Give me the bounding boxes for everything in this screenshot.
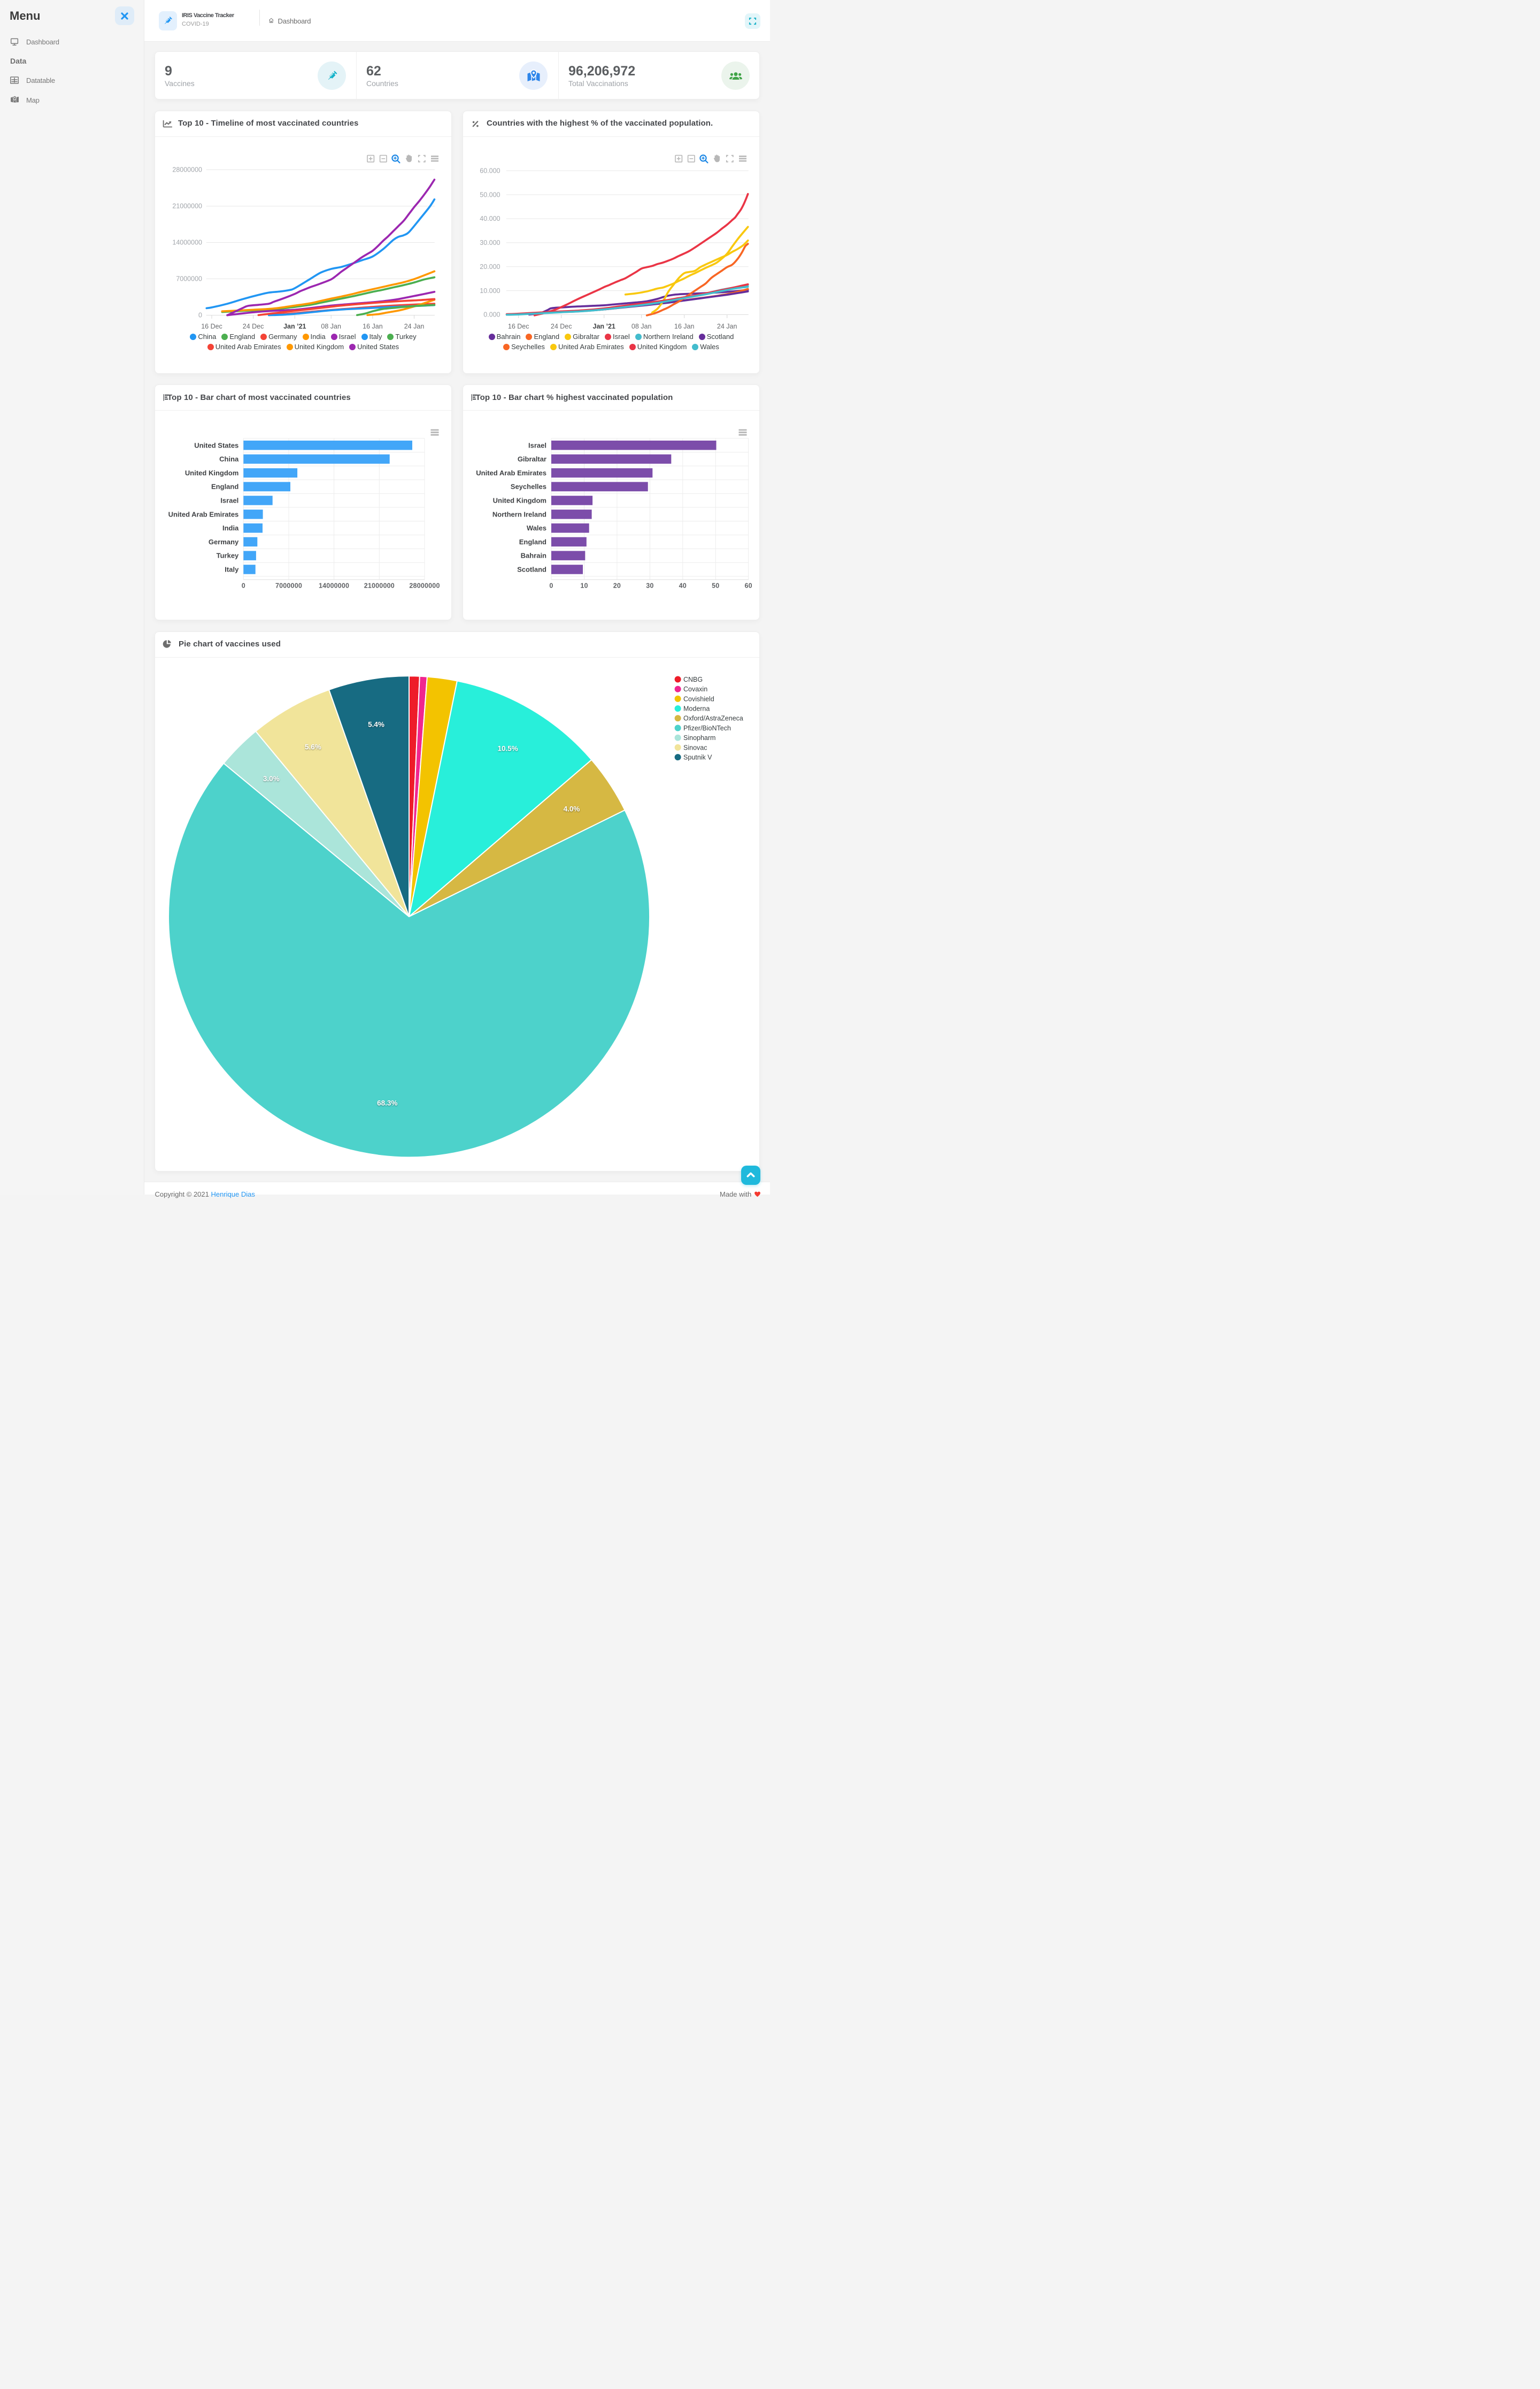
svg-text:28000000: 28000000 [409,582,440,590]
svg-text:Sinopharm: Sinopharm [683,734,715,742]
svg-text:0: 0 [549,582,553,590]
svg-text:24 Dec: 24 Dec [551,323,572,330]
svg-text:Pfizer/BioNTech: Pfizer/BioNTech [683,725,731,732]
svg-text:28000000: 28000000 [172,166,202,174]
svg-text:India: India [222,524,239,532]
svg-text:08 Jan: 08 Jan [632,323,652,330]
svg-text:United Arab Emirates: United Arab Emirates [168,510,239,518]
svg-text:United Kingdom: United Kingdom [185,469,238,477]
svg-text:Jan ’21: Jan ’21 [593,323,615,330]
svg-text:40.000: 40.000 [480,215,500,222]
svg-text:16 Jan: 16 Jan [674,323,695,330]
svg-text:20.000: 20.000 [480,263,500,271]
svg-text:14000000: 14000000 [319,582,349,590]
svg-text:60: 60 [745,582,752,590]
svg-text:Bahrain: Bahrain [521,552,546,560]
svg-text:0: 0 [198,312,202,319]
svg-text:50: 50 [712,582,719,590]
svg-text:United Arab Emirates: United Arab Emirates [476,469,546,477]
svg-text:Moderna: Moderna [683,705,710,713]
svg-text:40: 40 [679,582,687,590]
svg-text:4.0%: 4.0% [564,805,580,813]
svg-text:China: China [219,455,239,463]
svg-text:68.3%: 68.3% [377,1099,397,1107]
svg-text:0.000: 0.000 [483,311,500,319]
svg-text:CNBG: CNBG [683,676,703,683]
svg-text:08 Jan: 08 Jan [321,323,341,330]
svg-text:5.4%: 5.4% [368,721,384,729]
svg-text:England: England [519,538,546,546]
svg-text:3.0%: 3.0% [263,775,280,783]
svg-text:7000000: 7000000 [176,275,202,283]
svg-text:21000000: 21000000 [172,203,202,210]
svg-text:Seychelles: Seychelles [511,483,546,491]
svg-text:Covishield: Covishield [683,695,714,703]
svg-text:Jan ’21: Jan ’21 [283,323,306,330]
svg-text:10: 10 [580,582,588,590]
svg-text:10.5%: 10.5% [497,745,518,753]
svg-text:Covaxin: Covaxin [683,685,707,693]
svg-text:Sinovac: Sinovac [683,744,707,751]
svg-text:20: 20 [613,582,621,590]
svg-text:16 Dec: 16 Dec [201,323,222,330]
svg-text:16 Jan: 16 Jan [363,323,383,330]
svg-text:7000000: 7000000 [275,582,302,590]
svg-text:Israel: Israel [528,441,546,449]
svg-text:50.000: 50.000 [480,191,500,198]
svg-text:30: 30 [646,582,653,590]
svg-text:United States: United States [194,441,238,449]
svg-text:24 Jan: 24 Jan [404,323,425,330]
svg-text:21000000: 21000000 [364,582,395,590]
svg-text:60.000: 60.000 [480,167,500,175]
svg-text:24 Dec: 24 Dec [243,323,264,330]
svg-text:Italy: Italy [225,566,239,574]
svg-text:Israel: Israel [220,497,238,505]
svg-text:Scotland: Scotland [517,566,546,574]
svg-text:5.6%: 5.6% [305,743,321,751]
svg-text:United Kingdom: United Kingdom [493,497,546,505]
svg-text:Gibraltar: Gibraltar [518,455,546,463]
svg-text:Germany: Germany [209,538,239,546]
svg-text:10.000: 10.000 [480,287,500,295]
svg-text:Wales: Wales [527,524,546,532]
svg-text:14000000: 14000000 [172,239,202,246]
svg-text:0: 0 [242,582,245,590]
svg-text:30.000: 30.000 [480,239,500,246]
svg-text:England: England [211,483,238,491]
svg-text:16 Dec: 16 Dec [508,323,529,330]
svg-text:Oxford/AstraZeneca: Oxford/AstraZeneca [683,715,743,722]
svg-text:Sputnik V: Sputnik V [683,754,712,761]
svg-text:Northern Ireland: Northern Ireland [492,510,546,518]
svg-text:24 Jan: 24 Jan [717,323,737,330]
svg-text:Turkey: Turkey [217,552,239,560]
